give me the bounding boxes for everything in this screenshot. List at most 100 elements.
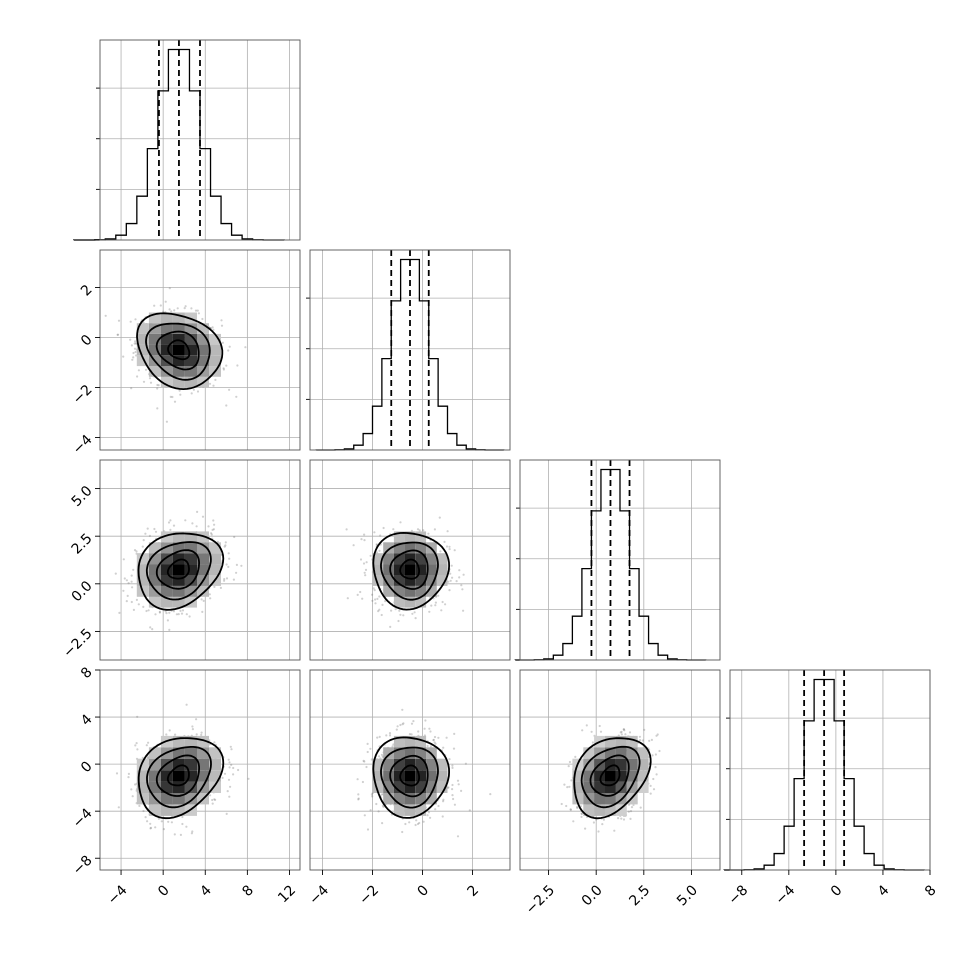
sample-point	[426, 744, 429, 748]
sample-point	[137, 603, 140, 606]
sample-point	[580, 815, 583, 819]
sample-point	[196, 510, 199, 513]
x-tick-label: −4	[306, 882, 332, 908]
density-cell	[148, 585, 161, 597]
sample-point	[168, 729, 171, 732]
sample-point	[654, 753, 658, 756]
sample-point	[145, 609, 148, 613]
panel-frame	[99, 39, 301, 241]
sample-point	[222, 367, 225, 370]
sample-point	[592, 821, 596, 824]
density-cell	[172, 735, 185, 748]
density-cell	[404, 553, 416, 565]
density-cell	[615, 804, 627, 816]
density-cell	[209, 758, 221, 771]
density-cell	[148, 542, 161, 554]
sample-point	[183, 307, 186, 310]
sample-point	[134, 340, 137, 343]
sample-point	[598, 724, 601, 728]
sample-point	[227, 565, 230, 569]
sample-point	[158, 611, 161, 614]
sample-point	[195, 733, 198, 736]
sample-point	[179, 833, 182, 837]
density-cell	[136, 344, 149, 356]
sample-point	[451, 794, 454, 797]
contour-level-3	[145, 541, 212, 601]
sample-point	[357, 797, 360, 800]
sample-point	[369, 809, 372, 812]
density-cell	[185, 758, 197, 771]
contour-level-3	[580, 745, 641, 809]
sample-point	[401, 723, 404, 726]
sample-point	[624, 733, 627, 736]
sample-point	[654, 766, 657, 769]
sample-point	[130, 387, 133, 390]
sample-point	[222, 368, 225, 371]
sample-point	[414, 823, 417, 827]
sample-point	[145, 744, 148, 747]
sample-point	[422, 529, 425, 532]
sample-point	[649, 784, 652, 788]
sample-point	[639, 739, 642, 742]
sample-point	[117, 806, 120, 809]
sample-point	[371, 599, 374, 602]
sample-point	[212, 528, 215, 531]
density-cell	[185, 323, 197, 334]
sample-point	[213, 585, 216, 589]
sample-point	[373, 589, 376, 592]
x-tick-label: −4	[773, 882, 799, 908]
sample-point	[213, 523, 216, 526]
sample-point	[622, 728, 626, 731]
sample-point	[438, 516, 441, 519]
density-cell	[426, 793, 437, 805]
sample-point	[181, 609, 185, 612]
contour-level-4	[372, 531, 451, 611]
sample-point	[208, 382, 212, 385]
sample-point	[413, 611, 416, 614]
contour-level-2	[155, 754, 200, 797]
density-cell	[197, 542, 209, 554]
sample-point	[212, 384, 215, 387]
sample-point	[225, 404, 228, 407]
sample-point	[429, 745, 432, 748]
sample-point	[432, 738, 435, 741]
sample-point	[133, 342, 136, 345]
sample-point	[364, 568, 368, 572]
y-tick-label: −8	[70, 853, 96, 879]
sample-point	[434, 742, 437, 745]
sample-point	[568, 785, 571, 788]
sample-point	[576, 806, 579, 810]
sample-point	[401, 830, 404, 834]
sample-point	[372, 587, 375, 590]
density-cell	[185, 770, 197, 782]
x-tick-label: 2	[464, 882, 482, 900]
sample-point	[404, 822, 407, 826]
sample-point	[130, 344, 133, 347]
sample-point	[159, 304, 162, 307]
sample-point	[380, 753, 383, 756]
sample-point	[194, 309, 198, 312]
density-cell	[372, 564, 384, 575]
sample-point	[430, 604, 433, 607]
x-tick-label: 0	[828, 882, 846, 900]
density-cell	[185, 564, 197, 575]
density-cell	[594, 770, 605, 782]
sample-point	[142, 809, 145, 813]
sample-point	[418, 529, 421, 532]
sample-point	[127, 582, 130, 585]
sample-point	[446, 530, 449, 533]
density-cell	[209, 781, 221, 793]
contour-level-4	[372, 736, 451, 819]
sample-point	[212, 328, 215, 331]
sample-point	[362, 562, 366, 565]
sample-point	[177, 613, 180, 616]
sample-point	[449, 579, 452, 582]
density-cell	[393, 596, 405, 608]
y-tick-label: 5.0	[69, 483, 96, 510]
density-cell	[615, 781, 627, 793]
sample-point	[451, 788, 454, 791]
sample-point	[398, 609, 401, 612]
sample-point	[156, 383, 159, 387]
sample-point	[356, 593, 359, 597]
sample-point	[168, 308, 171, 311]
